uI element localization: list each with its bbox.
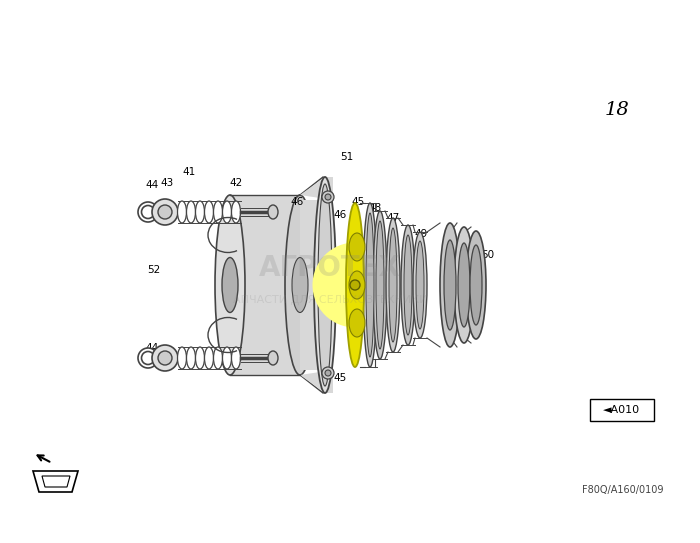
Ellipse shape	[440, 223, 460, 347]
Polygon shape	[300, 370, 333, 393]
FancyBboxPatch shape	[590, 399, 654, 421]
Ellipse shape	[416, 241, 424, 329]
Ellipse shape	[325, 370, 331, 376]
Ellipse shape	[178, 347, 186, 369]
Text: 43: 43	[160, 178, 174, 188]
Ellipse shape	[152, 345, 178, 371]
Bar	[300, 200, 325, 370]
Ellipse shape	[312, 243, 398, 327]
Ellipse shape	[141, 205, 155, 218]
Text: АГРОТЕХ: АГРОТЕХ	[259, 254, 401, 282]
Ellipse shape	[325, 194, 331, 200]
Ellipse shape	[223, 201, 232, 223]
Text: 49: 49	[414, 229, 428, 239]
Ellipse shape	[470, 245, 482, 325]
Ellipse shape	[158, 351, 172, 365]
Text: АПЧАСТИ ДЛЯ СЕЛЬХОЗТЕХНИКИ: АПЧАСТИ ДЛЯ СЕЛЬХОЗТЕХНИКИ	[233, 295, 427, 305]
Ellipse shape	[268, 351, 278, 365]
Ellipse shape	[214, 347, 223, 369]
Ellipse shape	[363, 203, 377, 367]
Ellipse shape	[318, 184, 332, 386]
Text: 51: 51	[340, 152, 354, 162]
Ellipse shape	[232, 201, 241, 223]
Ellipse shape	[204, 201, 214, 223]
Ellipse shape	[322, 191, 334, 203]
Ellipse shape	[349, 233, 365, 261]
Ellipse shape	[141, 351, 155, 364]
Text: 45: 45	[333, 373, 346, 383]
Text: 42: 42	[230, 353, 243, 363]
Bar	[230, 195, 300, 375]
Ellipse shape	[215, 195, 245, 375]
Ellipse shape	[195, 347, 204, 369]
Text: 47: 47	[386, 213, 400, 223]
Ellipse shape	[349, 271, 365, 299]
Ellipse shape	[314, 177, 336, 393]
Ellipse shape	[222, 257, 238, 313]
Ellipse shape	[232, 347, 241, 369]
Text: ◄A010: ◄A010	[603, 405, 640, 415]
Ellipse shape	[195, 201, 204, 223]
Ellipse shape	[285, 195, 315, 375]
Ellipse shape	[292, 257, 308, 313]
Ellipse shape	[186, 201, 195, 223]
Ellipse shape	[413, 232, 427, 338]
Ellipse shape	[454, 227, 474, 343]
Text: 43: 43	[160, 347, 174, 357]
Ellipse shape	[389, 228, 397, 342]
Ellipse shape	[349, 309, 365, 337]
Text: 50: 50	[482, 250, 495, 260]
Ellipse shape	[204, 347, 214, 369]
Ellipse shape	[401, 225, 415, 345]
Ellipse shape	[214, 201, 223, 223]
Ellipse shape	[223, 347, 232, 369]
Text: 46: 46	[333, 210, 346, 220]
Text: 42: 42	[230, 178, 243, 188]
Ellipse shape	[138, 202, 158, 222]
Ellipse shape	[152, 199, 178, 225]
Text: 52: 52	[148, 265, 160, 275]
Ellipse shape	[404, 235, 412, 335]
Ellipse shape	[444, 240, 456, 330]
Text: 41: 41	[183, 353, 195, 363]
Ellipse shape	[138, 348, 158, 368]
Text: 18: 18	[605, 101, 629, 119]
Text: 46: 46	[290, 197, 304, 207]
Text: 44: 44	[146, 343, 159, 353]
Ellipse shape	[346, 203, 364, 367]
Ellipse shape	[186, 347, 195, 369]
Ellipse shape	[366, 213, 374, 357]
Text: F80Q/A160/0109: F80Q/A160/0109	[582, 485, 664, 495]
Ellipse shape	[466, 231, 486, 339]
Ellipse shape	[376, 221, 384, 349]
Ellipse shape	[386, 218, 400, 352]
Text: 48: 48	[368, 203, 382, 213]
Ellipse shape	[350, 280, 360, 290]
Text: 44: 44	[146, 180, 159, 190]
Ellipse shape	[322, 367, 334, 379]
Text: 45: 45	[351, 197, 365, 207]
Ellipse shape	[158, 205, 172, 219]
Text: 41: 41	[183, 167, 195, 177]
Polygon shape	[300, 177, 333, 200]
Ellipse shape	[458, 243, 470, 327]
Ellipse shape	[373, 211, 387, 359]
Ellipse shape	[268, 205, 278, 219]
Ellipse shape	[178, 201, 186, 223]
